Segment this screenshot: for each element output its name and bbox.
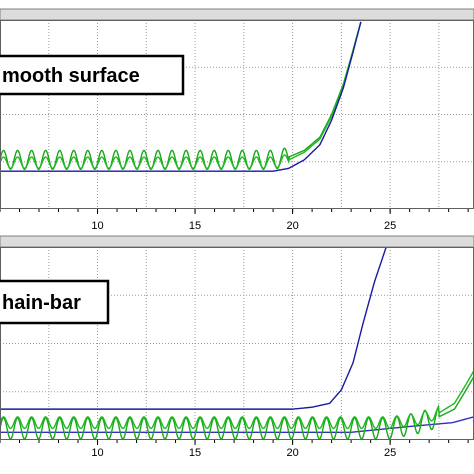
chart-panel-2: 10 15 20 25 hain-bar	[0, 235, 474, 459]
x-tick-label: 25	[384, 220, 396, 232]
annotation-label: hain-bar	[2, 292, 81, 314]
x-tick-label: 20	[286, 447, 298, 459]
series-line-2	[0, 21, 362, 170]
series-line-2	[0, 416, 474, 433]
chart-panel-1: 10 15 20 25 mooth surface	[0, 8, 474, 232]
panel-title-strip	[0, 235, 474, 248]
series-line-3	[0, 375, 474, 440]
x-tick-label: 20	[286, 220, 298, 232]
series-line-4	[0, 370, 474, 430]
x-tick-label: 10	[91, 447, 103, 459]
annotation-box	[0, 54, 185, 96]
x-tick-label: 10	[91, 220, 103, 232]
x-tick-label: 25	[384, 447, 396, 459]
series-line-1	[0, 247, 387, 410]
x-tick-label: 15	[189, 220, 201, 232]
x-tick-label: 15	[189, 447, 201, 459]
panel-title-strip	[0, 8, 474, 21]
series-line-3	[0, 21, 362, 172]
annotation-box	[0, 279, 110, 325]
annotation-label: mooth surface	[2, 65, 140, 87]
